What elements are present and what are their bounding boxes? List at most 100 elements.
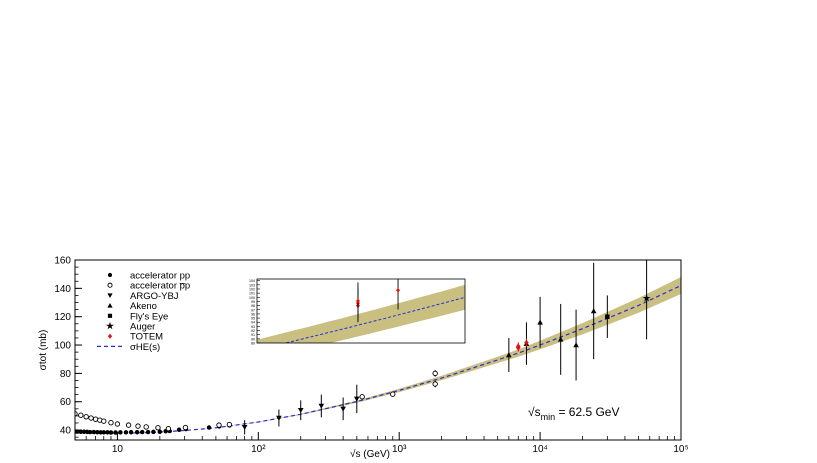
inset-y-tick-label: 98	[251, 304, 255, 308]
accelerator-pp-point	[98, 430, 103, 435]
totem-point	[524, 339, 529, 346]
legend-label: Auger	[130, 322, 155, 333]
fly-s-eye-point	[605, 314, 610, 319]
inset-y-tick-label: 97	[251, 308, 255, 312]
accelerator-pp-point	[134, 429, 140, 435]
accelerator-p-p-point	[88, 415, 94, 421]
x-tick-label: 10	[112, 444, 124, 455]
accelerator-pp-point	[95, 429, 100, 435]
inset-y-tick-label: 94	[251, 321, 255, 325]
accelerator-pp-point	[101, 430, 106, 435]
accelerator-pp-point	[91, 429, 97, 435]
x-tick-label: 10⁴	[532, 444, 547, 455]
y-axis-label: σtot (mb)	[38, 330, 49, 371]
legend-label: accelerator pp	[130, 271, 190, 282]
accelerator-pp-point	[157, 429, 163, 435]
accelerator-p-p-point	[182, 424, 189, 431]
auger-point	[642, 294, 651, 302]
accelerator-pp-point	[108, 430, 114, 435]
x-tick-label: 10²	[251, 444, 266, 455]
accelerator-pp-point	[118, 430, 123, 435]
accelerator-p-p-point	[83, 414, 89, 420]
accelerator-p-p-point	[226, 421, 233, 428]
plot-frame	[74, 259, 682, 441]
inset-y-tick-label: 96	[251, 312, 255, 316]
inset-y-tick-label: 89	[251, 342, 255, 346]
legend-swatch	[106, 321, 114, 330]
accelerator-p-p-point	[216, 422, 222, 428]
totem-point	[516, 343, 521, 350]
argo-ybj-point	[276, 415, 282, 421]
accelerator-pp-point	[176, 427, 182, 433]
argo-ybj-point	[241, 425, 248, 431]
inset-y-tick-label: 100	[249, 296, 255, 300]
accelerator-pp-point	[151, 429, 156, 435]
argo-ybj-point	[318, 403, 325, 409]
accelerator-p-p-point	[92, 416, 99, 422]
accelerator-p-p-point	[432, 370, 438, 377]
akeno-point	[537, 319, 543, 325]
legend-swatch	[107, 333, 113, 339]
inset-y-tick-label: 92	[251, 329, 255, 333]
inset-y-tick-label: 93	[251, 325, 255, 329]
accelerator-pp-point	[113, 430, 118, 435]
accelerator-pp-point	[206, 425, 212, 430]
inset-y-tick-label: 99	[251, 300, 255, 304]
inset-y-tick-label: 101	[249, 292, 255, 296]
legend-label: Akeno	[130, 301, 157, 312]
accelerator-p-p-point	[359, 394, 365, 400]
argo-ybj-point	[353, 396, 360, 402]
accelerator-p-p-point	[101, 418, 107, 424]
legend-label: TOTEM	[130, 332, 163, 343]
inset-data-markers	[356, 279, 400, 323]
y-tick-label: 160	[54, 256, 71, 267]
inset-totem-point	[396, 287, 400, 293]
inset-y-tick-label: 103	[249, 283, 255, 287]
accelerator-p-p-point	[135, 423, 141, 429]
x-tick-label: 10³	[392, 444, 407, 455]
accelerator-p-p-point	[78, 412, 84, 418]
y-tick-label: 40	[60, 426, 72, 437]
argo-ybj-point	[340, 406, 346, 412]
accelerator-p-p-point	[390, 391, 396, 397]
akeno-point	[573, 342, 579, 348]
y-tick-label: 140	[54, 284, 71, 295]
y-axis-ticks: 40 60 80 100 120 140 160	[54, 256, 82, 438]
legend-label: Fly's Eye	[130, 311, 168, 322]
akeno-point	[590, 308, 597, 314]
y-tick-label: 60	[60, 397, 72, 408]
x-tick-label: 10⁵	[673, 444, 688, 455]
legend-swatch	[107, 313, 113, 318]
accelerator-pp-point	[139, 429, 145, 435]
accelerator-pp-point	[105, 430, 110, 435]
x-axis-label: √s (GeV)	[350, 448, 390, 460]
accelerator-pp-point	[123, 430, 129, 435]
inset-y-tick-label: 104	[249, 279, 255, 283]
inset-y-tick-label: 91	[251, 333, 255, 337]
data-markers	[75, 260, 651, 435]
inset-y-tick-label: 95	[251, 317, 255, 321]
accelerator-p-p-point	[108, 420, 114, 426]
accelerator-pp-point	[128, 429, 134, 435]
accelerator-p-p-point	[114, 421, 121, 427]
accelerator-p-p-point	[432, 381, 438, 387]
accelerator-p-p-point	[155, 425, 161, 431]
legend-swatch	[107, 303, 113, 308]
legend-swatch	[107, 293, 113, 298]
inset-y-tick-label: 102	[249, 287, 255, 291]
legend-label: σHE(s)	[130, 342, 160, 353]
y-tick-label: 100	[54, 341, 71, 352]
annotation-sqrt-s-min: √smin = 62.5 GeV	[528, 405, 620, 422]
accelerator-pp-point	[78, 429, 84, 435]
accelerator-p-p-point	[125, 422, 132, 428]
inset-y-tick-label: 90	[251, 337, 255, 341]
accelerator-pp-point	[145, 429, 151, 435]
accelerator-p-p-point	[143, 424, 149, 430]
legend-label: ARGO-YBJ	[130, 291, 179, 302]
accelerator-p-p-point	[165, 425, 172, 432]
akeno-point	[557, 336, 564, 342]
